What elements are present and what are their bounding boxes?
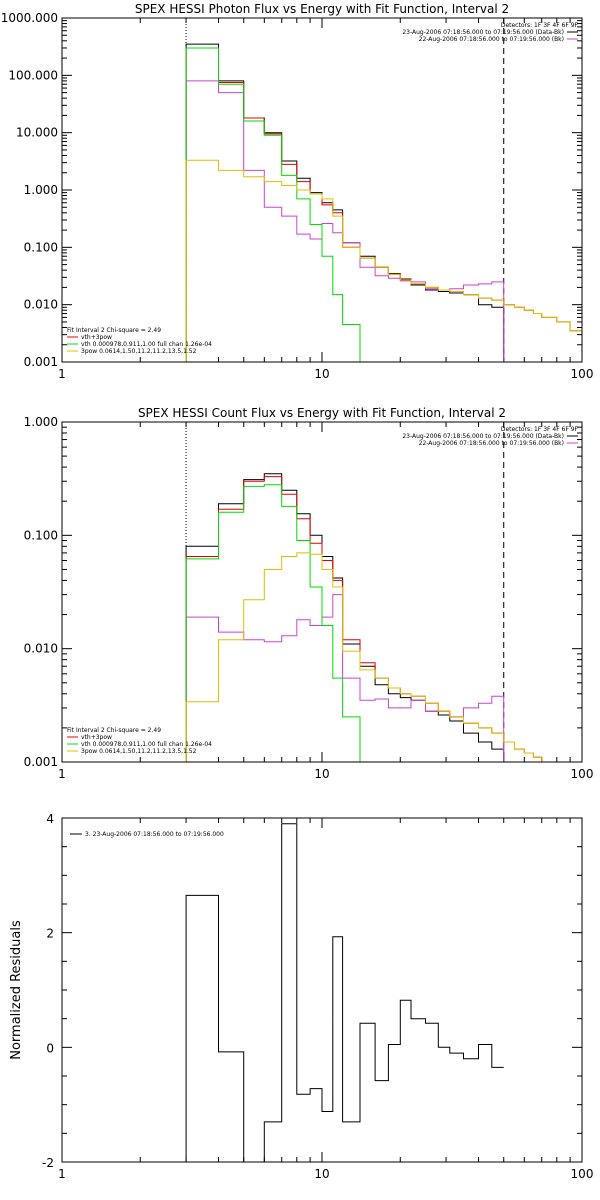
info-text: 22-Aug-2006 07:18:56.000 to 07:19:56.000… [419,36,564,43]
chart-title: SPEX HESSI Photon Flux vs Energy with Fi… [135,2,509,16]
legend-text: 3pow 0.0614,1.50,11.2,11.2,13.5,1.52 [81,748,197,755]
y-tick-label: 1.000 [24,183,58,197]
y-tick-label: 0 [46,1041,54,1055]
y-tick-label: 0.100 [24,240,58,254]
legend-text: vth+3pow [81,334,112,341]
legend-text: vth 0.000978,0.911,1.00 full chan 1.26e-… [81,341,212,348]
legend-text: Fit Interval 2 Chi-square = 2.49 [67,727,161,734]
y-tick-label: 1000.000 [1,11,58,25]
chart-title: SPEX HESSI Count Flux vs Energy with Fit… [138,406,506,420]
plot-frame [61,17,583,363]
series-line-2 [185,80,505,362]
y-tick-label: 4 [46,812,54,826]
y-tick-label: 2 [46,927,54,941]
x-tick-label: 1 [58,1167,66,1181]
y-tick-label: 10.000 [16,126,58,140]
info-text: 23-Aug-2006 07:18:56.000 to 07:19:56.000… [402,433,564,440]
y-tick-label: 0.010 [24,642,58,656]
series-line-2 [185,594,505,762]
series-line-5 [185,159,582,362]
series-line-1 [185,43,505,362]
chart-panel-1: SPEX HESSI Photon Flux vs Energy with Fi… [1,2,594,381]
y-tick-label: 0.001 [24,355,58,369]
series-line-4 [185,47,376,362]
info-text: Detectors: 1F 3F 4F 6F 9F [501,426,579,433]
x-tick-label: 100 [571,767,594,781]
x-tick-label: 1 [58,367,66,381]
series-line-1 [185,473,505,762]
x-tick-label: 10 [314,767,329,781]
x-tick-label: 100 [571,1167,594,1181]
y-tick-label: 1.000 [24,415,58,429]
plot-frame [61,421,583,763]
y-tick-label: 0.001 [24,755,58,769]
series-line-5 [185,552,582,762]
x-tick-label: 1 [58,767,66,781]
x-tick-label: 100 [571,367,594,381]
info-text: Detectors: 1F 3F 4F 6F 9F [501,22,579,29]
series-line-3 [185,476,582,762]
legend-text: 3. 23-Aug-2006 07:18:56.000 to 07:19:56.… [85,831,224,838]
plot-frame [61,817,583,1163]
y-tick-label: -2 [42,1156,54,1170]
y-axis-label: Normalized Residuals [9,920,24,1060]
legend-text: vth 0.000978,0.911,1.00 full chan 1.26e-… [81,741,212,748]
series-line-3 [185,47,582,362]
legend-text: 3pow 0.0614,1.50,11.2,11.2,13.5,1.52 [81,348,197,355]
y-tick-label: 0.010 [24,298,58,312]
info-text: 23-Aug-2006 07:18:56.000 to 07:19:56.000… [402,29,564,36]
y-tick-label: 0.100 [24,528,58,542]
series-line-1 [185,823,504,1162]
legend-text: Fit Interval 2 Chi-square = 2.49 [67,327,161,334]
series-line-4 [185,484,376,762]
x-tick-label: 10 [314,1167,329,1181]
chart-panel-2: SPEX HESSI Count Flux vs Energy with Fit… [24,406,594,781]
info-text: 22-Aug-2006 07:18:56.000 to 07:19:56.000… [419,440,564,447]
chart-panel-3: 1 10 100 -2 0 2 4 Normalized Residuals 3. 23-Aug… [9,812,593,1181]
legend-text: vth+3pow [81,734,112,741]
y-tick-label: 100.000 [8,68,58,82]
x-tick-label: 10 [314,367,329,381]
